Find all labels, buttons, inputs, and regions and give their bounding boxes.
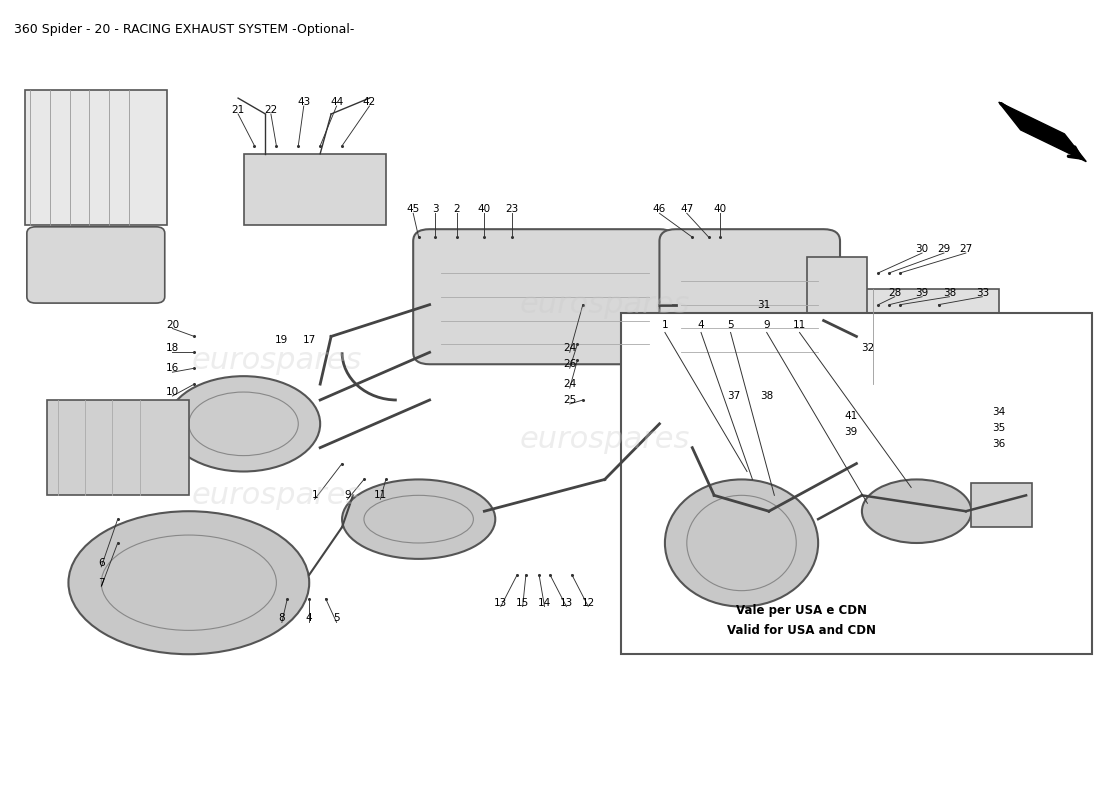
Text: 43: 43 (297, 97, 310, 107)
Text: 360 Spider - 20 - RACING EXHAUST SYSTEM -Optional-: 360 Spider - 20 - RACING EXHAUST SYSTEM … (13, 22, 354, 36)
Text: eurospares: eurospares (519, 290, 690, 319)
Text: 11: 11 (374, 490, 387, 500)
Text: 44: 44 (330, 97, 343, 107)
Text: 6: 6 (98, 558, 104, 568)
Text: 13: 13 (494, 598, 507, 607)
Text: 38: 38 (760, 391, 773, 401)
Text: 35: 35 (992, 423, 1005, 433)
Text: Valid for USA and CDN: Valid for USA and CDN (727, 624, 877, 637)
Text: 25: 25 (563, 395, 576, 405)
Text: 45: 45 (407, 204, 420, 214)
Text: 33: 33 (976, 288, 989, 298)
Bar (24, 90, 167, 226)
Text: 39: 39 (845, 426, 858, 437)
Text: 32: 32 (861, 343, 875, 354)
Text: Vale per USA e CDN: Vale per USA e CDN (736, 604, 867, 617)
Text: 36: 36 (992, 438, 1005, 449)
Text: 29: 29 (937, 244, 950, 254)
Text: 7: 7 (98, 578, 104, 588)
Text: 14: 14 (538, 598, 551, 607)
Ellipse shape (342, 479, 495, 559)
Bar (621, 313, 1091, 654)
Text: 28: 28 (888, 288, 901, 298)
Text: 2: 2 (453, 204, 460, 214)
Text: 3: 3 (432, 204, 439, 214)
Text: 40: 40 (713, 204, 726, 214)
Text: 5: 5 (727, 319, 734, 330)
Bar (243, 154, 386, 226)
Text: 10: 10 (166, 387, 179, 397)
Text: 19: 19 (275, 335, 288, 346)
Text: 15: 15 (516, 598, 529, 607)
Text: 9: 9 (763, 319, 770, 330)
Text: 17: 17 (302, 335, 316, 346)
Text: 9: 9 (344, 490, 351, 500)
Text: 4: 4 (306, 614, 312, 623)
Text: eurospares: eurospares (519, 426, 690, 454)
Text: 42: 42 (363, 97, 376, 107)
Bar (857, 289, 999, 384)
Ellipse shape (167, 376, 320, 471)
Text: 16: 16 (166, 363, 179, 374)
Ellipse shape (664, 479, 818, 606)
Text: 40: 40 (477, 204, 491, 214)
Text: 46: 46 (652, 204, 667, 214)
Text: 11: 11 (793, 319, 806, 330)
Text: 23: 23 (505, 204, 518, 214)
Text: 1: 1 (661, 319, 668, 330)
Text: 22: 22 (264, 105, 277, 115)
Text: 1: 1 (311, 490, 318, 500)
Text: 41: 41 (845, 411, 858, 421)
Text: 5: 5 (333, 614, 340, 623)
Text: 26: 26 (563, 359, 576, 370)
Text: 24: 24 (563, 379, 576, 389)
Text: 39: 39 (915, 288, 928, 298)
Text: 34: 34 (992, 407, 1005, 417)
Text: 4: 4 (697, 319, 704, 330)
Text: 27: 27 (959, 244, 972, 254)
Text: 18: 18 (166, 343, 179, 354)
Text: 8: 8 (278, 614, 285, 623)
Bar (807, 325, 868, 352)
Text: 24: 24 (563, 343, 576, 354)
FancyBboxPatch shape (414, 229, 675, 364)
Bar (971, 483, 1032, 527)
Text: 30: 30 (915, 244, 928, 254)
Text: 20: 20 (166, 319, 179, 330)
Text: 31: 31 (757, 300, 770, 310)
Text: 12: 12 (582, 598, 595, 607)
Text: eurospares: eurospares (191, 481, 362, 510)
Ellipse shape (68, 511, 309, 654)
Bar (807, 257, 868, 321)
Text: 47: 47 (680, 204, 693, 214)
Text: 13: 13 (560, 598, 573, 607)
Text: 38: 38 (943, 288, 956, 298)
FancyBboxPatch shape (26, 227, 165, 303)
Bar (46, 400, 189, 495)
FancyBboxPatch shape (659, 229, 840, 372)
Ellipse shape (862, 479, 971, 543)
Text: 37: 37 (727, 391, 740, 401)
Text: eurospares: eurospares (191, 346, 362, 374)
Polygon shape (999, 102, 1087, 162)
Text: 21: 21 (231, 105, 244, 115)
